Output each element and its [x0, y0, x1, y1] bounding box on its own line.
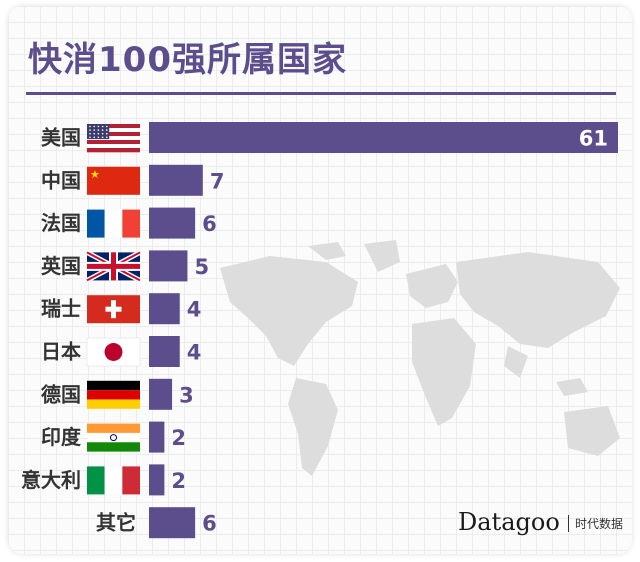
country-label: 意大利 [21, 468, 81, 492]
japan-flag-icon [86, 337, 141, 367]
india-flag-icon [87, 423, 140, 452]
value-label: 2 [171, 426, 186, 450]
value-label: 4 [187, 298, 202, 322]
country-label: 英国 [41, 254, 81, 278]
world-map-icon [220, 240, 620, 476]
value-label: 7 [210, 169, 225, 193]
value-label: 6 [202, 212, 217, 236]
svg-text:★: ★ [90, 168, 100, 181]
value-label: 6 [202, 512, 217, 536]
country-label: 其它 [96, 511, 136, 535]
country-label: 日本 [41, 340, 81, 364]
bar [149, 378, 173, 410]
brand-subtitle: 时代数据 [568, 515, 623, 532]
bar [149, 336, 180, 367]
value-label: 2 [171, 469, 186, 493]
brand-logo: Datagoo [458, 508, 560, 536]
value-label: 61 [579, 127, 608, 151]
value-label: 3 [179, 383, 194, 407]
bar [149, 421, 165, 453]
chart-card: 快消100强所属国家 美国 61 中国 ★ 7 法国 6 英国 5 瑞士 4 日本 4 德国 3 印度 2 意大利… [8, 6, 632, 554]
germany-flag-icon [87, 380, 140, 409]
country-label: 美国 [41, 126, 81, 150]
value-label: 4 [187, 341, 202, 365]
bar [149, 293, 180, 325]
bar [149, 207, 196, 239]
title-divider [26, 92, 616, 95]
country-label: 中国 [41, 168, 81, 192]
bar [149, 122, 618, 153]
china-flag-icon: ★ [87, 166, 140, 195]
country-label: 印度 [41, 425, 82, 449]
country-label: 瑞士 [41, 297, 81, 321]
switzerland-flag-icon [87, 295, 140, 324]
bar [149, 164, 203, 196]
bar [149, 507, 196, 539]
country-label: 德国 [41, 382, 81, 406]
uk-flag-icon [85, 250, 142, 283]
bar-chart: 美国 61 中国 ★ 7 法国 6 英国 5 瑞士 4 日本 4 德国 3 印度 2 意大利 2 其它 6 [21, 122, 618, 539]
italy-flag-icon [87, 466, 140, 495]
us-flag-icon [87, 124, 140, 153]
chart-title: 快消100强所属国家 [28, 40, 347, 80]
france-flag-icon [87, 209, 140, 238]
bar [149, 250, 188, 282]
bar [149, 464, 165, 496]
value-label: 5 [194, 255, 209, 279]
country-label: 法国 [41, 211, 81, 235]
